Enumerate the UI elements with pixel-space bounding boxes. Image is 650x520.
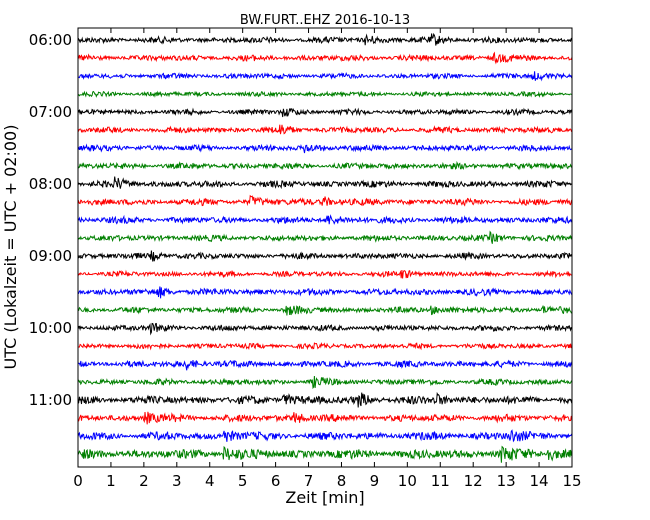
y-tick-label: 06:00 xyxy=(29,31,72,49)
trace-1145 xyxy=(77,445,573,463)
x-tick-label: 12 xyxy=(464,472,483,490)
trace-1030 xyxy=(77,359,573,371)
x-tick-label: 0 xyxy=(73,472,83,490)
y-tick-label: 11:00 xyxy=(29,391,72,409)
y-tick-label: 08:00 xyxy=(29,175,72,193)
x-tick-label: 14 xyxy=(530,472,549,490)
x-axis-label: Zeit [min] xyxy=(285,488,364,507)
trace-0600 xyxy=(77,32,572,46)
x-tick-label: 2 xyxy=(139,472,149,490)
trace-group xyxy=(77,32,573,463)
trace-0715 xyxy=(77,124,573,135)
trace-0930 xyxy=(77,286,573,299)
x-tick-label: 3 xyxy=(172,472,182,490)
x-tick-label: 15 xyxy=(562,472,581,490)
trace-0700 xyxy=(77,107,573,118)
y-axis-label: UTC (Lokalzeit = UTC + 02:00) xyxy=(1,125,20,370)
plot-frame xyxy=(77,27,573,468)
trace-1015 xyxy=(77,341,573,351)
x-tick-label: 6 xyxy=(271,472,281,490)
chart-title: BW.FURT..EHZ 2016-10-13 xyxy=(240,13,410,28)
x-tick-label: 1 xyxy=(106,472,116,490)
trace-0845 xyxy=(77,230,573,244)
y-tick-label: 09:00 xyxy=(29,247,72,265)
y-tick-label: 07:00 xyxy=(29,103,72,121)
trace-0645 xyxy=(77,90,573,98)
trace-1045 xyxy=(77,375,573,390)
x-tick-label: 8 xyxy=(337,472,347,490)
trace-1115 xyxy=(77,411,573,425)
x-tick-label: 13 xyxy=(497,472,516,490)
trace-1000 xyxy=(77,322,573,336)
x-tick-label: 11 xyxy=(431,472,450,490)
trace-0815 xyxy=(77,194,573,207)
trace-0900 xyxy=(77,250,573,262)
x-tick-label: 4 xyxy=(205,472,215,490)
y-axis: 06:00 07:00 08:00 09:00 10:00 11:00 xyxy=(29,31,572,409)
x-axis: 0 1 2 3 4 5 6 7 8 9 10 11 12 13 14 15 xyxy=(73,28,582,490)
trace-0730 xyxy=(77,143,573,154)
x-tick-label: 9 xyxy=(370,472,380,490)
trace-0630 xyxy=(77,71,573,82)
trace-0915 xyxy=(77,269,573,279)
trace-1100 xyxy=(77,391,573,408)
x-tick-label: 7 xyxy=(304,472,314,490)
trace-0615 xyxy=(77,51,573,65)
y-tick-label: 10:00 xyxy=(29,319,72,337)
x-tick-label: 5 xyxy=(238,472,248,490)
trace-1130 xyxy=(77,429,573,443)
x-tick-label: 10 xyxy=(398,472,417,490)
trace-0745 xyxy=(77,160,573,171)
trace-0945 xyxy=(78,305,573,316)
trace-0800 xyxy=(77,176,573,190)
trace-0830 xyxy=(77,214,573,225)
